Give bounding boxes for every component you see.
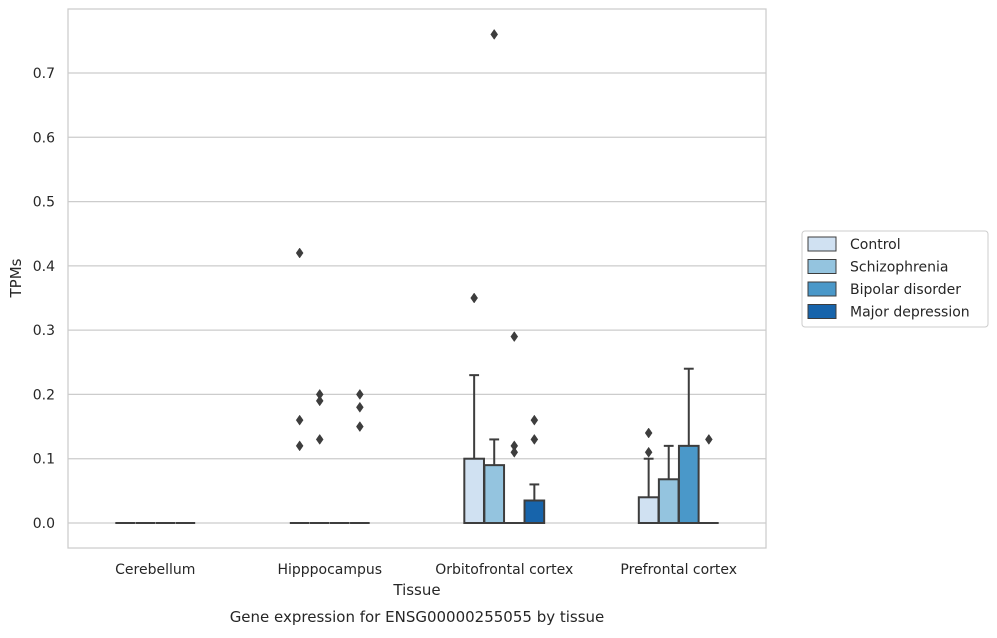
outlier-marker: [356, 388, 364, 400]
legend-swatch: [807, 259, 837, 274]
x-tick-label: Hipppocampus: [277, 562, 382, 578]
legend-label: Bipolar disorder: [850, 282, 961, 298]
box: [483, 464, 506, 524]
legend-label: Control: [850, 237, 901, 253]
y-tick-label: 0.4: [33, 259, 55, 275]
y-axis-label: TPMs: [7, 258, 25, 298]
box-group: [657, 444, 680, 524]
box-series: [115, 28, 719, 525]
y-tick-label: 0.1: [33, 452, 55, 468]
box-group: [637, 427, 660, 524]
box-group: [463, 292, 485, 525]
x-axis-ticks: Cerebellum Hipppocampus Orbitofrontal cort…: [115, 562, 737, 578]
y-tick-label: 0.0: [33, 516, 55, 532]
box-group: [483, 28, 506, 524]
box-group: [523, 414, 546, 524]
y-tick-label: 0.7: [33, 66, 55, 82]
x-axis-label: Tissue: [392, 581, 440, 599]
outlier-marker: [705, 433, 713, 445]
outlier-marker: [644, 446, 653, 458]
box: [657, 478, 680, 524]
x-tick-label: Orbitofrontal cortex: [435, 562, 573, 578]
plot-area-frame: [67, 8, 767, 549]
outlier-marker: [356, 401, 364, 413]
legend: Control Schizophrenia Bipolar disorder Majo…: [801, 230, 989, 328]
legend-frame: [801, 230, 989, 328]
outlier-marker: [315, 433, 324, 445]
y-tick-label: 0.3: [33, 323, 55, 339]
legend-swatch: [807, 281, 837, 297]
outlier-marker: [356, 421, 364, 433]
x-tick-label: Cerebellum: [115, 562, 195, 578]
outlier-marker: [295, 440, 304, 452]
y-axis-ticks: 0.0 0.1 0.2 0.3 0.4 0.5 0.6 0.7: [33, 66, 55, 532]
y-tick-label: 0.5: [33, 195, 55, 211]
box-group: [504, 331, 525, 524]
legend-swatch: [807, 236, 837, 252]
chart-caption: Gene expression for ENSG00000255055 by t…: [230, 608, 605, 626]
outlier-marker: [295, 247, 304, 259]
box-group: [677, 367, 700, 525]
box-group: [309, 388, 330, 524]
outlier-marker: [315, 395, 324, 407]
outlier-marker: [295, 414, 304, 426]
grid-lines: [68, 72, 766, 524]
outlier-marker: [530, 433, 539, 445]
outlier-marker: [530, 414, 539, 426]
y-tick-label: 0.6: [33, 130, 55, 146]
box: [677, 444, 700, 525]
outlier-marker: [510, 446, 519, 458]
box-group: [699, 433, 719, 524]
outlier-marker: [644, 427, 653, 439]
box-group: [289, 247, 310, 524]
y-tick-label: 0.2: [33, 387, 55, 403]
box-group: [350, 388, 370, 524]
outlier-marker: [470, 292, 478, 304]
legend-label: Schizophrenia: [850, 260, 948, 276]
legend-swatch: [807, 304, 837, 319]
legend-label: Major depression: [850, 305, 970, 321]
x-tick-label: Prefrontal cortex: [620, 562, 737, 578]
box: [523, 499, 546, 524]
box: [463, 457, 485, 525]
outlier-marker: [490, 28, 499, 40]
box: [637, 496, 660, 524]
outlier-marker: [510, 331, 519, 343]
